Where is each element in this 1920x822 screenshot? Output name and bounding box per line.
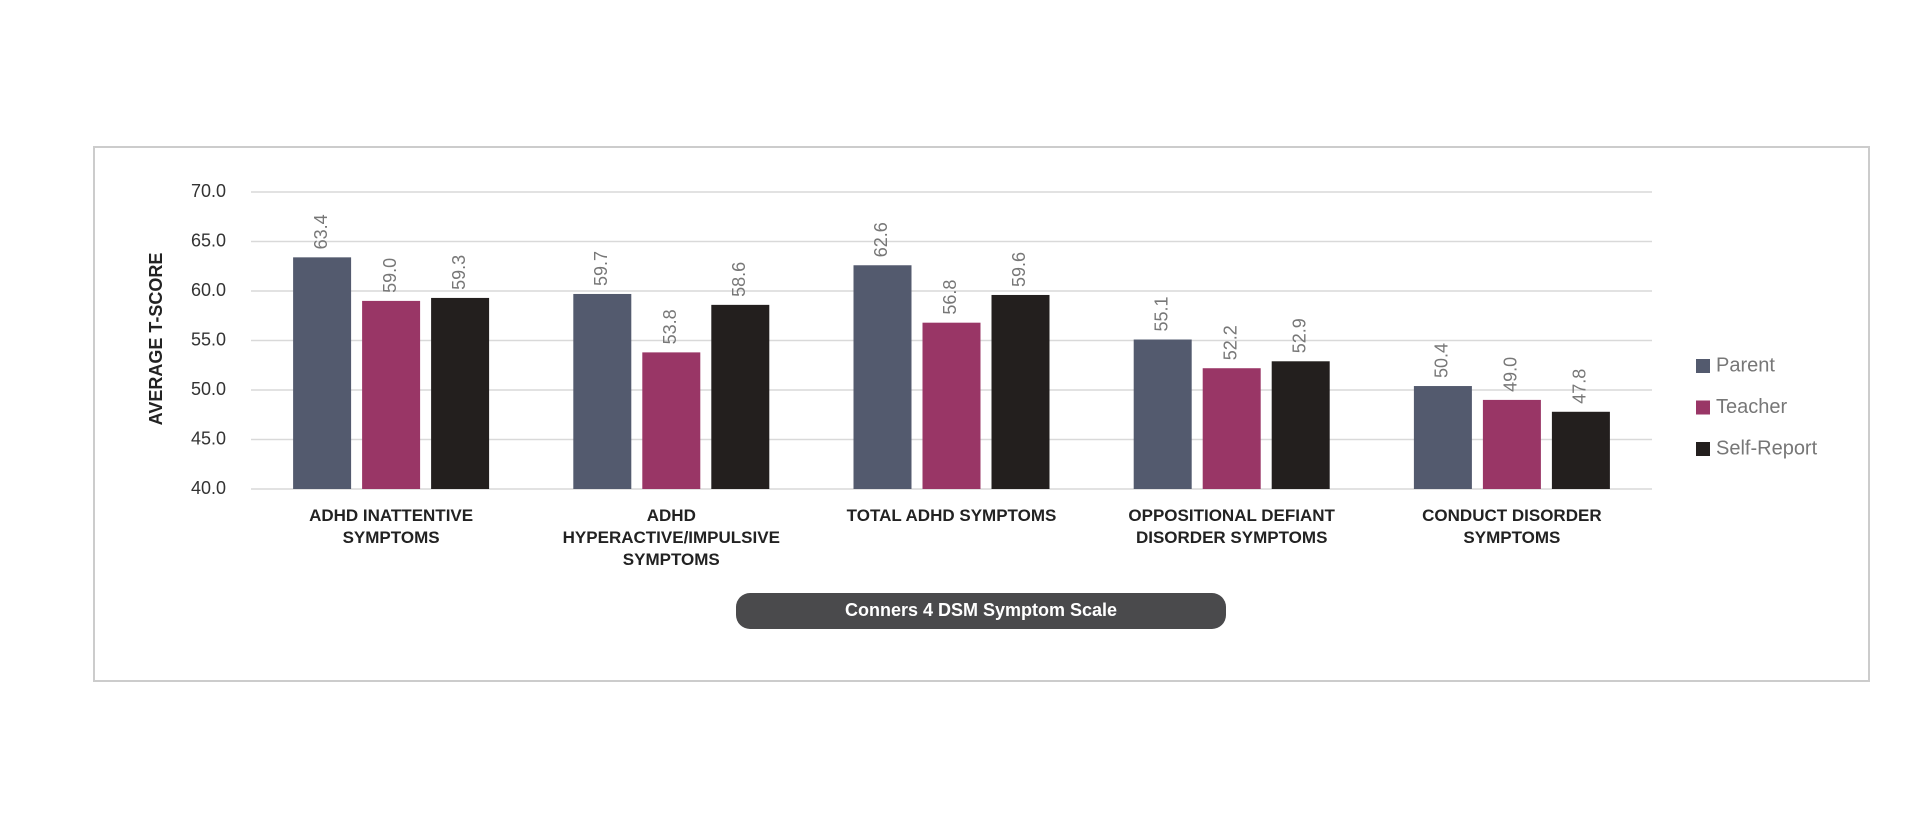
- value-label: 47.8: [1570, 369, 1590, 404]
- value-label: 56.8: [940, 280, 960, 315]
- x-tick-label: TOTAL ADHD SYMPTOMS: [846, 506, 1057, 525]
- bar: [293, 257, 352, 489]
- y-tick-label: 45.0: [191, 428, 226, 448]
- legend-label: Self-Report: [1716, 437, 1818, 459]
- value-label: 62.6: [871, 222, 891, 257]
- legend-swatch: [1696, 400, 1710, 415]
- y-tick-label: 70.0: [191, 181, 226, 201]
- bar: [711, 304, 770, 489]
- value-label: 52.2: [1220, 325, 1240, 360]
- legend-label: Teacher: [1716, 396, 1787, 418]
- y-tick-label: 40.0: [191, 478, 226, 498]
- chart-frame: [93, 146, 1870, 682]
- bar: [362, 300, 421, 489]
- x-axis-title-pill: [736, 593, 1226, 629]
- value-label: 59.0: [380, 258, 400, 293]
- x-tick-label: CONDUCT DISORDER SYMPTOMS: [1422, 506, 1602, 547]
- bar: [1271, 361, 1330, 489]
- value-label: 49.0: [1501, 357, 1521, 392]
- value-label: 58.6: [729, 262, 749, 297]
- bar: [1202, 368, 1261, 489]
- value-label: 52.9: [1289, 318, 1309, 353]
- bar: [573, 293, 632, 489]
- value-label: 59.7: [591, 251, 611, 286]
- y-tick-label: 65.0: [191, 230, 226, 250]
- value-label: 59.6: [1009, 252, 1029, 287]
- x-tick-label: ADHD INATTENTIVE SYMPTOMS: [309, 506, 474, 547]
- legend-swatch: [1696, 442, 1710, 456]
- bar: [642, 352, 701, 489]
- value-label: 50.4: [1432, 343, 1452, 378]
- bar: [922, 322, 981, 489]
- bar: [1551, 411, 1610, 489]
- value-label: 59.3: [449, 255, 469, 290]
- value-label: 53.8: [660, 309, 680, 344]
- legend-swatch: [1696, 359, 1710, 373]
- bar: [1133, 339, 1192, 489]
- bar: [853, 265, 912, 489]
- y-tick-label: 50.0: [191, 379, 226, 399]
- bar: [1482, 399, 1541, 489]
- x-tick-label: ADHD HYPERACTIVE/IMPULSIVE SYMPTOMS: [562, 506, 780, 569]
- y-tick-label: 55.0: [191, 329, 226, 349]
- legend-label: Parent: [1716, 354, 1775, 376]
- bar: [991, 294, 1050, 489]
- bar: [431, 297, 490, 489]
- x-axis-title: Conners 4 DSM Symptom Scale: [845, 600, 1117, 620]
- y-axis-title: AVERAGE T-SCORE: [146, 253, 166, 426]
- value-label: 63.4: [311, 214, 331, 249]
- x-tick-label: OPPOSITIONAL DEFIANT DISORDER SYMPTOMS: [1128, 506, 1335, 547]
- value-label: 55.1: [1151, 296, 1171, 331]
- y-tick-label: 60.0: [191, 280, 226, 300]
- bar: [1413, 386, 1472, 489]
